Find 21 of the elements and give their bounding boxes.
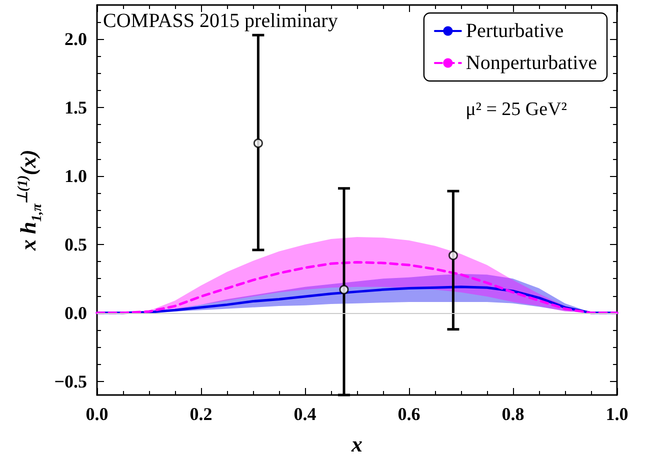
- x-tick-label: 0.6: [398, 404, 420, 424]
- y-tick-label: 1.5: [64, 98, 87, 118]
- annotation: COMPASS 2015 preliminary: [103, 10, 338, 32]
- y-tick-label: 0.0: [64, 302, 87, 323]
- point: [448, 250, 458, 260]
- y-tick-label: 0.5: [64, 234, 87, 254]
- x-tick-label: 1.0: [606, 404, 628, 424]
- x-tick-label: 0.8: [502, 404, 524, 424]
- legend-label: Nonperturbative: [466, 52, 598, 74]
- y-tick-label: 1.0: [64, 166, 87, 186]
- x-axis-title: x: [350, 432, 362, 456]
- x-tick-label: 0.0: [86, 404, 108, 424]
- y-tick-label: 2.0: [64, 29, 87, 50]
- point: [339, 284, 349, 294]
- annotation: μ² = 25 GeV²: [466, 99, 568, 120]
- line-series: [96, 261, 618, 314]
- y-tick-label: −0.5: [54, 371, 87, 392]
- x-tick-label: 0.4: [294, 404, 316, 424]
- legend-label: Perturbative: [466, 20, 564, 42]
- point: [253, 138, 263, 148]
- x-tick-label: 0.2: [190, 404, 212, 424]
